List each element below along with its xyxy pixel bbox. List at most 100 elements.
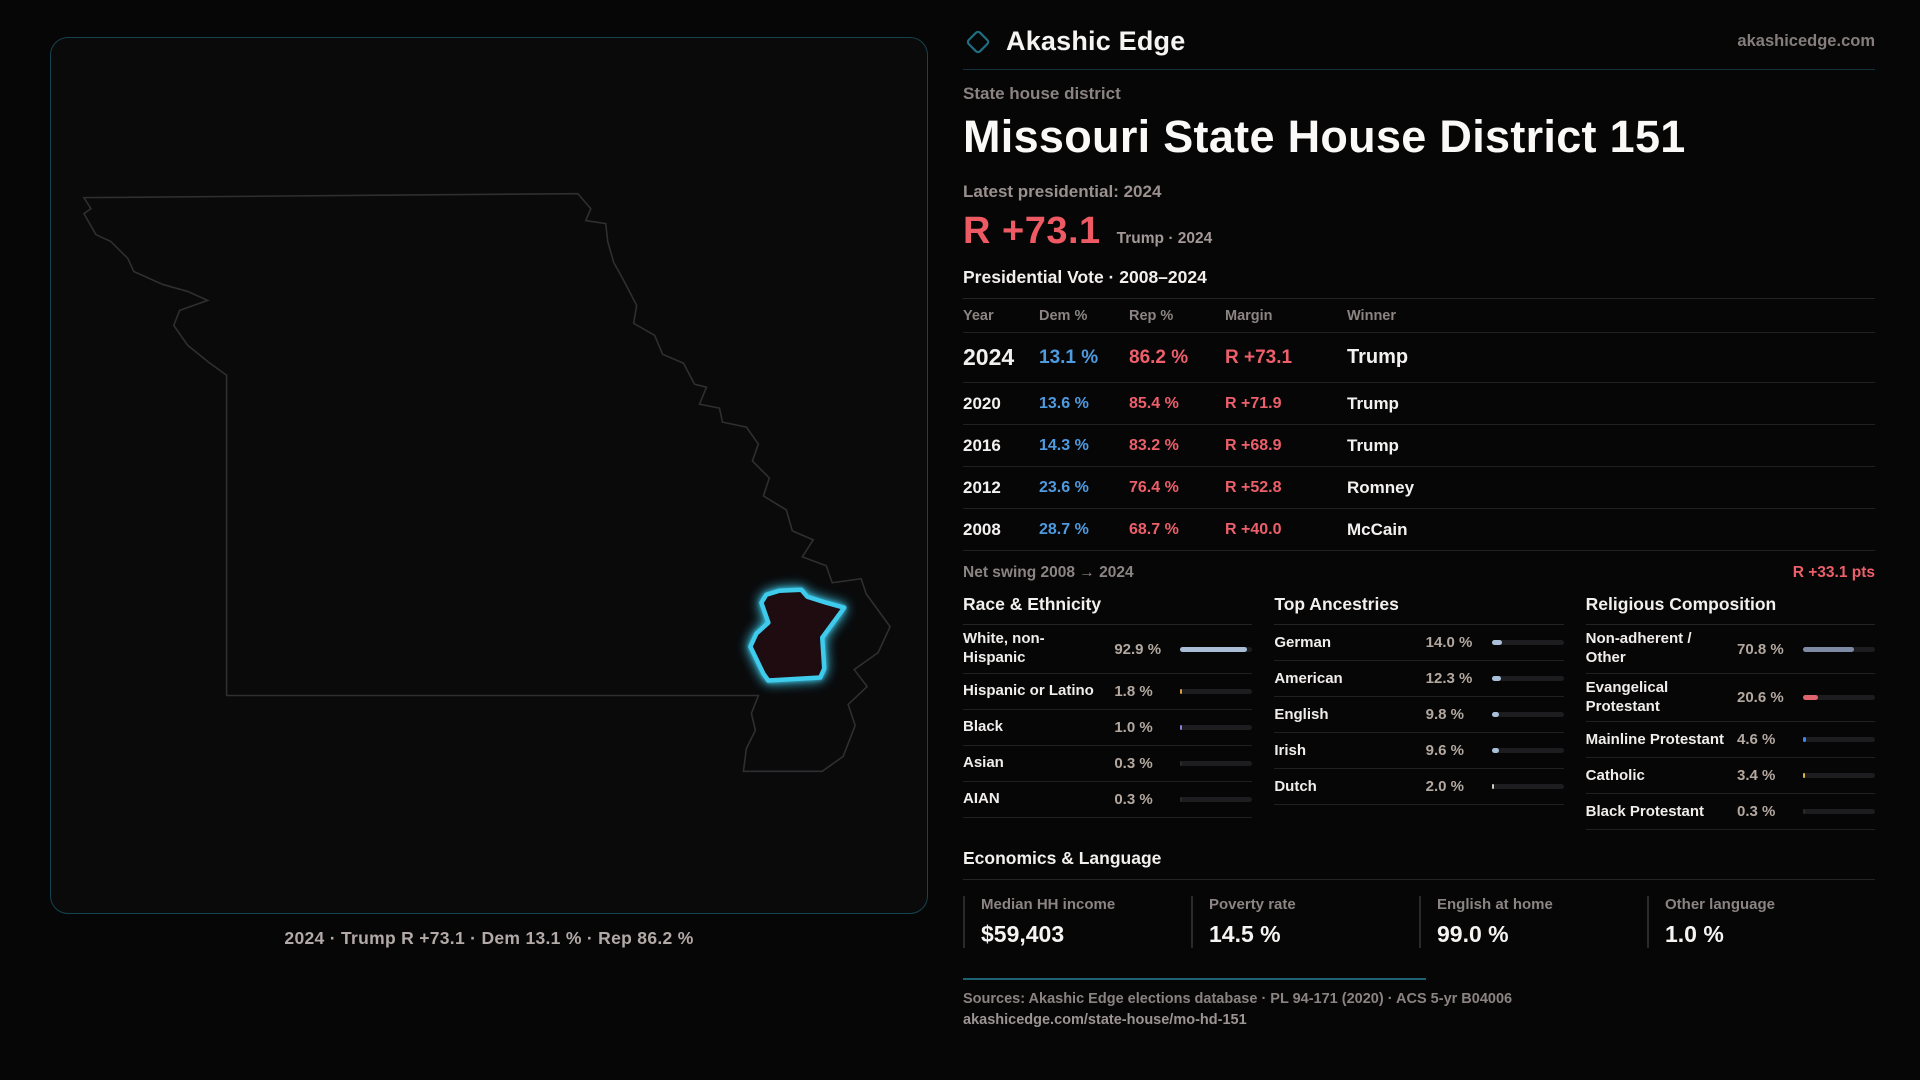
- cell-rep: 86.2 %: [1129, 346, 1189, 368]
- section-title: Religious Composition: [1585, 594, 1875, 626]
- stat-label: English at home: [1437, 896, 1553, 914]
- footer-permalink: akashicedge.com/state-house/mo-hd-151: [963, 1012, 1247, 1029]
- demo-value: 12.3 %: [1425, 670, 1473, 688]
- col-winner: Winner: [1347, 307, 1397, 324]
- demo-label: Mainline Protestant: [1585, 730, 1725, 748]
- stat-label: Median HH income: [981, 896, 1116, 914]
- cell-year: 2016: [963, 435, 1001, 455]
- missouri-map: [82, 192, 892, 773]
- stat-grid: Median HH income $59,403 Poverty rate 14…: [963, 896, 1875, 949]
- headline-margin: R +73.1 Trump · 2024: [963, 210, 1875, 253]
- footer-rule: [963, 978, 1426, 981]
- district-151-shape: [748, 587, 847, 683]
- demo-value: 92.9 %: [1114, 640, 1162, 658]
- demo-bar: [1803, 737, 1875, 743]
- demo-value: 9.6 %: [1425, 742, 1465, 760]
- demo-label: Non-adherent / Other: [1585, 630, 1692, 667]
- net-swing-label: Net swing 2008 → 2024: [963, 564, 1134, 582]
- cell-winner: Trump: [1347, 346, 1409, 369]
- section-title: Economics & Language: [963, 848, 1875, 881]
- demo-bar: [1180, 646, 1253, 652]
- demo-value: 14.0 %: [1425, 634, 1473, 652]
- demo-bar: [1803, 695, 1875, 701]
- demo-bar: [1491, 748, 1564, 754]
- demo-value: 0.3 %: [1737, 803, 1776, 821]
- diamond-logo-icon: [963, 27, 993, 57]
- cell-year: 2024: [963, 344, 1015, 371]
- race-column: Race & Ethnicity White, non-Hispanic 92.…: [963, 594, 1253, 830]
- demo-value: 70.8 %: [1737, 640, 1784, 658]
- cell-winner: Romney: [1347, 477, 1415, 497]
- cell-dem: 14.3 %: [1039, 436, 1089, 454]
- demo-label: Dutch: [1274, 777, 1317, 795]
- cell-year: 2020: [963, 393, 1001, 413]
- demo-label: Black: [963, 718, 1004, 736]
- cell-winner: Trump: [1347, 393, 1399, 413]
- list-item: English 9.8 %: [1274, 697, 1564, 734]
- footer: Sources: Akashic Edge elections database…: [963, 978, 1875, 1028]
- list-item: Irish 9.6 %: [1274, 733, 1564, 770]
- demo-label: White, non-Hispanic: [963, 630, 1045, 667]
- cell-margin: R +71.9: [1225, 394, 1282, 412]
- headline-margin-note: Trump · 2024: [1116, 230, 1213, 248]
- missouri-state-outline: [82, 192, 892, 773]
- ancestry-column: Top Ancestries German 14.0 % American 12…: [1274, 594, 1564, 830]
- demo-label: Catholic: [1585, 766, 1645, 784]
- economics-section: Economics & Language Median HH income $5…: [963, 848, 1875, 949]
- demo-value: 0.3 %: [1114, 790, 1153, 808]
- cell-year: 2008: [963, 519, 1001, 539]
- list-item: Hispanic or Latino 1.8 %: [963, 674, 1253, 710]
- demo-label: Irish: [1274, 741, 1307, 759]
- col-margin: Margin: [1225, 307, 1273, 324]
- cell-rep: 68.7 %: [1129, 520, 1179, 538]
- table-row: 2012 23.6 % 76.4 % R +52.8 Romney: [963, 467, 1875, 510]
- list-item: American 12.3 %: [1274, 661, 1564, 698]
- demo-value: 1.0 %: [1114, 718, 1153, 736]
- eyebrow-label: State house district: [963, 84, 1121, 103]
- vote-table-header: Year Dem % Rep % Margin Winner: [963, 299, 1875, 334]
- col-rep: Rep %: [1129, 307, 1174, 324]
- stat-value: $59,403: [981, 921, 1065, 948]
- demo-bar: [1803, 646, 1875, 652]
- brand-name: Akashic Edge: [1006, 26, 1186, 56]
- header: Akashic Edge akashicedge.com: [963, 26, 1875, 70]
- demo-value: 20.6 %: [1737, 689, 1784, 707]
- list-item: Non-adherent / Other 70.8 %: [1585, 625, 1875, 674]
- col-year: Year: [963, 307, 994, 324]
- demo-label: Evangelical Protestant: [1585, 678, 1669, 715]
- cell-dem: 13.6 %: [1039, 394, 1089, 412]
- stat-label: Other language: [1665, 896, 1776, 914]
- cell-dem: 13.1 %: [1039, 346, 1099, 368]
- stat-value: 1.0 %: [1665, 921, 1724, 948]
- section-title: Race & Ethnicity: [963, 594, 1253, 626]
- demo-value: 0.3 %: [1114, 754, 1153, 772]
- headline-margin-value: R +73.1: [963, 210, 1101, 253]
- list-item: Evangelical Protestant 20.6 %: [1585, 674, 1875, 723]
- stat-median-hh-income: Median HH income $59,403: [963, 896, 1191, 949]
- demo-bar: [1180, 724, 1253, 730]
- map-caption: 2024 · Trump R +73.1 · Dem 13.1 % · Rep …: [284, 928, 694, 948]
- demo-bar: [1491, 784, 1564, 790]
- page-title: Missouri State House District 151: [963, 111, 1686, 162]
- demo-label: English: [1274, 705, 1329, 723]
- stat-other-language: Other language 1.0 %: [1647, 896, 1875, 949]
- demo-value: 1.8 %: [1114, 682, 1153, 700]
- list-item: Asian 0.3 %: [963, 746, 1253, 782]
- list-item: Mainline Protestant 4.6 %: [1585, 722, 1875, 759]
- col-dem: Dem %: [1039, 307, 1088, 324]
- demo-label: Hispanic or Latino: [963, 682, 1094, 700]
- list-item: White, non-Hispanic 92.9 %: [963, 625, 1253, 674]
- list-item: Dutch 2.0 %: [1274, 769, 1564, 806]
- district-map-panel: [50, 37, 928, 914]
- stat-value: 14.5 %: [1209, 921, 1281, 948]
- list-item: Black 1.0 %: [963, 710, 1253, 746]
- demo-label: American: [1274, 669, 1343, 687]
- list-item: Black Protestant 0.3 %: [1585, 794, 1875, 831]
- cell-rep: 83.2 %: [1129, 436, 1179, 454]
- stat-value: 99.0 %: [1437, 921, 1509, 948]
- cell-winner: McCain: [1347, 519, 1408, 539]
- demo-bar: [1803, 773, 1875, 779]
- cell-year: 2012: [963, 477, 1001, 497]
- table-row: 2020 13.6 % 85.4 % R +71.9 Trump: [963, 383, 1875, 426]
- cell-winner: Trump: [1347, 435, 1399, 455]
